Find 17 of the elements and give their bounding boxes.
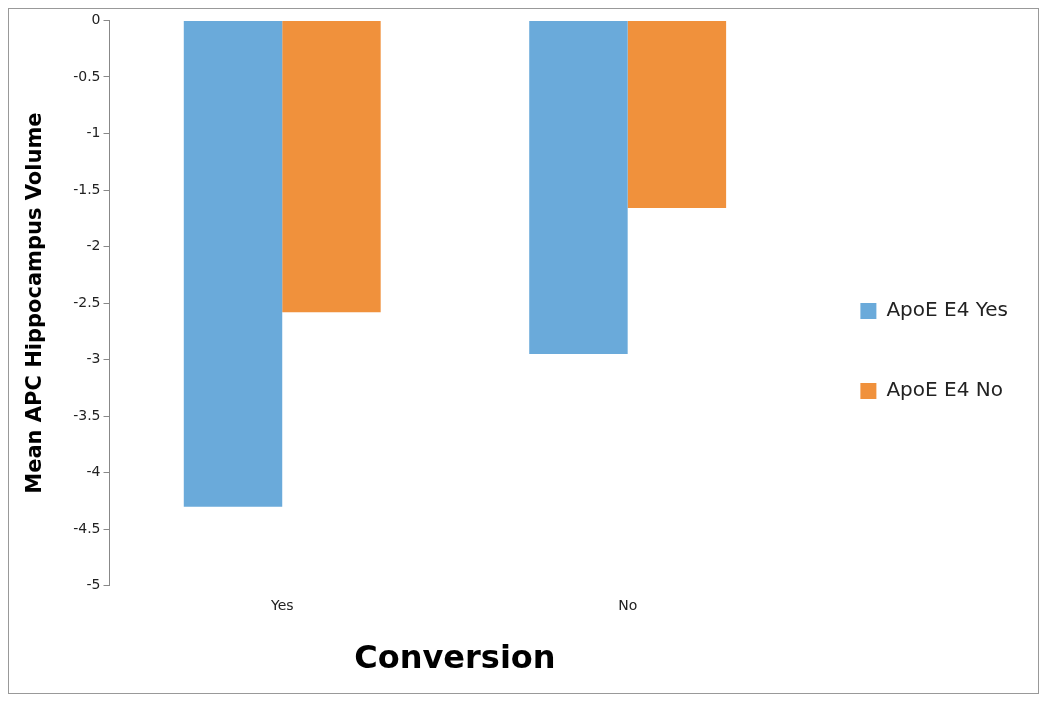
y-tick-label: 0	[91, 11, 101, 28]
x-tick-label: Yes	[269, 596, 294, 613]
legend-label: ApoE E4 No	[886, 377, 1003, 402]
y-tick-label: -2.5	[73, 293, 101, 310]
y-tick-label: -3	[86, 350, 101, 367]
y-tick-label: -0.5	[73, 67, 101, 84]
y-tick-label: -5	[86, 576, 101, 593]
y-tick-label: -1	[86, 124, 101, 141]
legend-label: ApoE E4 Yes	[886, 297, 1009, 322]
x-axis-title: Conversion	[354, 638, 556, 677]
y-tick-label: -1.5	[73, 180, 101, 197]
y-tick-label: -3.5	[73, 406, 101, 423]
x-tick-label: No	[618, 596, 638, 613]
y-axis-title: Mean APC Hippocampus Volume	[22, 112, 47, 494]
y-tick-label: -4	[86, 463, 101, 480]
y-tick-label: -2	[86, 237, 101, 254]
y-tick-label: -4.5	[73, 519, 101, 536]
